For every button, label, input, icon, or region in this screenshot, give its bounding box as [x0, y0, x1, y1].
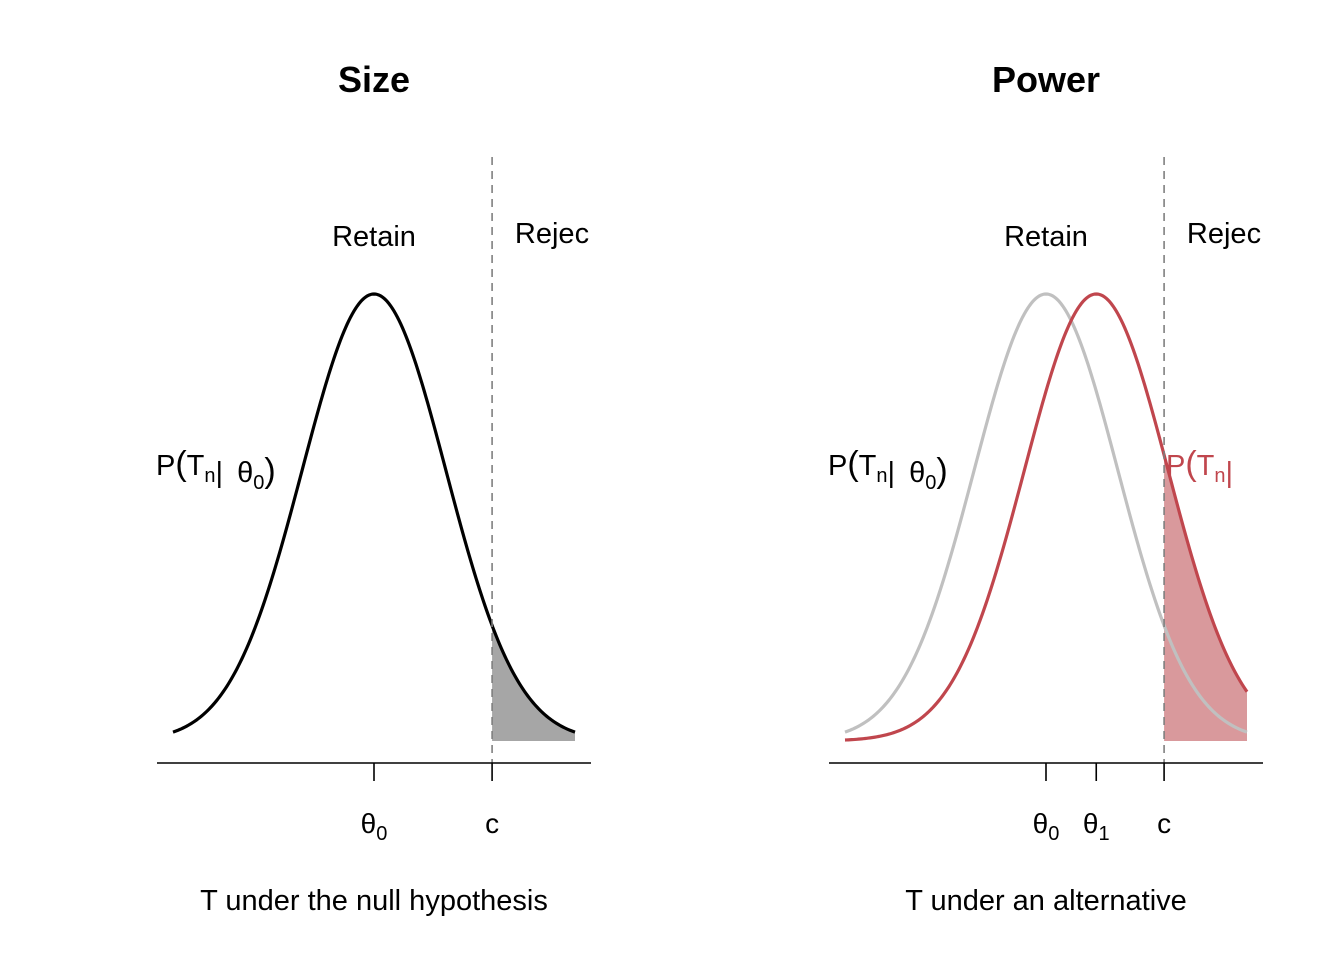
x-axis-label: T under the null hypothesis [200, 885, 548, 917]
chart-title: Power [992, 59, 1100, 100]
tick-label: θ0 [1033, 808, 1060, 845]
density-label-0: P(Tn| θ0) [156, 445, 276, 494]
power-panel: Power Retain Rejec θ0 θ1 c T under an alternat… [828, 59, 1263, 917]
density-curve-0 [844, 292, 1248, 734]
tick-label: c [1157, 808, 1171, 839]
size-panel: Size Retain Rejec θ0 c T under the null hypot… [156, 59, 591, 917]
density-label-1: P(Tn| [1166, 445, 1233, 489]
density-label-0: P(Tn| θ0) [828, 445, 948, 494]
tick-label: c [485, 808, 499, 839]
retain-label: Retain [1004, 221, 1088, 253]
reject-label: Rejec [515, 218, 589, 250]
tick-label: θ1 [1083, 808, 1110, 845]
tick-label: θ0 [361, 808, 388, 845]
chart-title: Size [338, 59, 410, 100]
rejection-area [492, 625, 575, 741]
density-curve-0 [172, 292, 576, 734]
reject-label: Rejec [1187, 218, 1261, 250]
density-curve-1 [844, 292, 1249, 742]
x-axis-label: T under an alternative [905, 885, 1187, 917]
retain-label: Retain [332, 221, 416, 253]
